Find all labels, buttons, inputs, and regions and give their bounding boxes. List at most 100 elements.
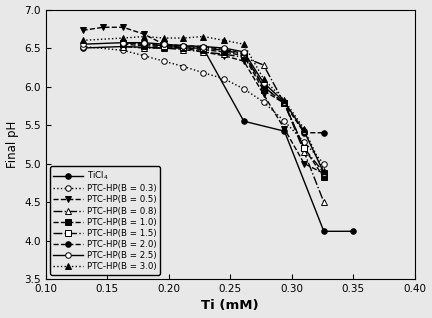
PTC-HP(B = 0.3) bbox=[222, 77, 227, 81]
PTC-HP(B = 0.5) bbox=[142, 32, 147, 36]
PTC-HP(B = 0.5) bbox=[101, 25, 106, 29]
PTC-HP(B = 0.5) bbox=[161, 42, 166, 46]
PTC-HP(B = 0.3) bbox=[121, 48, 126, 52]
PTC-HP(B = 2.5) bbox=[241, 50, 246, 54]
PTC-HP(B = 3.0) bbox=[142, 35, 147, 38]
TiCl$_4$ bbox=[321, 229, 327, 233]
Y-axis label: Final pH: Final pH bbox=[6, 121, 19, 168]
PTC-HP(B = 0.3) bbox=[142, 54, 147, 58]
PTC-HP(B = 1.5) bbox=[302, 146, 307, 150]
PTC-HP(B = 2.0) bbox=[222, 48, 227, 52]
PTC-HP(B = 0.8) bbox=[222, 52, 227, 56]
PTC-HP(B = 1.0) bbox=[302, 146, 307, 150]
PTC-HP(B = 2.0) bbox=[200, 45, 206, 48]
PTC-HP(B = 0.3) bbox=[261, 100, 266, 104]
PTC-HP(B = 2.5) bbox=[282, 100, 287, 104]
PTC-HP(B = 2.0) bbox=[321, 131, 327, 135]
PTC-HP(B = 1.0) bbox=[142, 44, 147, 48]
Line: PTC-HP(B = 3.0): PTC-HP(B = 3.0) bbox=[80, 34, 327, 174]
PTC-HP(B = 3.0) bbox=[161, 36, 166, 40]
PTC-HP(B = 0.3) bbox=[161, 59, 166, 63]
PTC-HP(B = 0.3) bbox=[241, 87, 246, 91]
PTC-HP(B = 3.0) bbox=[200, 35, 206, 38]
PTC-HP(B = 1.0) bbox=[121, 42, 126, 46]
TiCl$_4$ bbox=[351, 229, 356, 233]
PTC-HP(B = 0.8) bbox=[261, 63, 266, 67]
PTC-HP(B = 0.5) bbox=[80, 28, 85, 32]
PTC-HP(B = 0.8) bbox=[241, 55, 246, 59]
PTC-HP(B = 1.0) bbox=[282, 101, 287, 105]
Line: PTC-HP(B = 2.5): PTC-HP(B = 2.5) bbox=[80, 40, 327, 176]
PTC-HP(B = 2.0) bbox=[282, 101, 287, 105]
PTC-HP(B = 1.5) bbox=[121, 41, 126, 45]
Line: PTC-HP(B = 0.8): PTC-HP(B = 0.8) bbox=[121, 44, 327, 205]
PTC-HP(B = 3.0) bbox=[121, 36, 126, 40]
PTC-HP(B = 2.0) bbox=[302, 131, 307, 135]
PTC-HP(B = 1.0) bbox=[241, 54, 246, 58]
TiCl$_4$ bbox=[80, 46, 85, 50]
PTC-HP(B = 1.0) bbox=[222, 50, 227, 54]
PTC-HP(B = 0.8) bbox=[142, 46, 147, 50]
PTC-HP(B = 1.0) bbox=[321, 176, 327, 179]
PTC-HP(B = 0.8) bbox=[181, 48, 186, 52]
PTC-HP(B = 1.5) bbox=[282, 101, 287, 105]
PTC-HP(B = 0.8) bbox=[161, 46, 166, 50]
TiCl$_4$ bbox=[282, 129, 287, 133]
Line: PTC-HP(B = 0.5): PTC-HP(B = 0.5) bbox=[80, 24, 327, 176]
PTC-HP(B = 0.5) bbox=[321, 172, 327, 176]
PTC-HP(B = 2.5) bbox=[200, 45, 206, 48]
TiCl$_4$ bbox=[161, 46, 166, 50]
Line: PTC-HP(B = 2.0): PTC-HP(B = 2.0) bbox=[121, 40, 327, 135]
PTC-HP(B = 0.8) bbox=[121, 45, 126, 48]
PTC-HP(B = 0.5) bbox=[302, 162, 307, 165]
PTC-HP(B = 0.8) bbox=[302, 150, 307, 154]
TiCl$_4$ bbox=[200, 46, 206, 50]
PTC-HP(B = 1.5) bbox=[142, 42, 147, 46]
PTC-HP(B = 2.5) bbox=[222, 46, 227, 50]
PTC-HP(B = 2.5) bbox=[161, 42, 166, 46]
PTC-HP(B = 0.3) bbox=[181, 65, 186, 68]
PTC-HP(B = 1.5) bbox=[222, 48, 227, 52]
PTC-HP(B = 2.5) bbox=[302, 129, 307, 133]
PTC-HP(B = 0.5) bbox=[241, 59, 246, 63]
PTC-HP(B = 3.0) bbox=[181, 36, 186, 40]
PTC-HP(B = 2.0) bbox=[181, 44, 186, 48]
PTC-HP(B = 1.0) bbox=[181, 46, 186, 50]
PTC-HP(B = 2.5) bbox=[181, 44, 186, 48]
PTC-HP(B = 3.0) bbox=[241, 42, 246, 46]
PTC-HP(B = 0.5) bbox=[121, 25, 126, 29]
PTC-HP(B = 0.5) bbox=[200, 50, 206, 54]
PTC-HP(B = 2.5) bbox=[142, 41, 147, 45]
PTC-HP(B = 1.5) bbox=[321, 171, 327, 175]
PTC-HP(B = 0.8) bbox=[321, 200, 327, 204]
Line: PTC-HP(B = 1.0): PTC-HP(B = 1.0) bbox=[121, 41, 327, 180]
PTC-HP(B = 0.5) bbox=[181, 46, 186, 50]
PTC-HP(B = 2.0) bbox=[261, 85, 266, 88]
PTC-HP(B = 0.3) bbox=[200, 71, 206, 75]
PTC-HP(B = 2.5) bbox=[121, 41, 126, 45]
PTC-HP(B = 0.3) bbox=[282, 119, 287, 123]
PTC-HP(B = 0.5) bbox=[261, 92, 266, 96]
Line: PTC-HP(B = 1.5): PTC-HP(B = 1.5) bbox=[121, 40, 327, 176]
PTC-HP(B = 0.3) bbox=[302, 140, 307, 144]
PTC-HP(B = 2.0) bbox=[241, 52, 246, 55]
PTC-HP(B = 1.5) bbox=[241, 52, 246, 56]
Legend: TiCl$_4$, PTC-HP(B = 0.3), PTC-HP(B = 0.5), PTC-HP(B = 0.8), PTC-HP(B = 1.0), PT: TiCl$_4$, PTC-HP(B = 0.3), PTC-HP(B = 0.… bbox=[50, 166, 160, 275]
PTC-HP(B = 2.5) bbox=[261, 81, 266, 85]
PTC-HP(B = 2.5) bbox=[321, 171, 327, 175]
PTC-HP(B = 3.0) bbox=[80, 38, 85, 42]
X-axis label: Ti (mM): Ti (mM) bbox=[201, 300, 259, 313]
PTC-HP(B = 3.0) bbox=[261, 77, 266, 81]
PTC-HP(B = 0.3) bbox=[321, 162, 327, 165]
PTC-HP(B = 1.0) bbox=[161, 45, 166, 48]
Line: TiCl$_4$: TiCl$_4$ bbox=[80, 44, 356, 234]
PTC-HP(B = 2.5) bbox=[80, 42, 85, 46]
PTC-HP(B = 3.0) bbox=[302, 127, 307, 131]
PTC-HP(B = 3.0) bbox=[222, 38, 227, 42]
PTC-HP(B = 2.0) bbox=[121, 41, 126, 45]
PTC-HP(B = 0.5) bbox=[282, 127, 287, 131]
TiCl$_4$ bbox=[241, 119, 246, 123]
PTC-HP(B = 0.8) bbox=[282, 101, 287, 105]
PTC-HP(B = 1.0) bbox=[200, 48, 206, 52]
TiCl$_4$ bbox=[121, 45, 126, 48]
